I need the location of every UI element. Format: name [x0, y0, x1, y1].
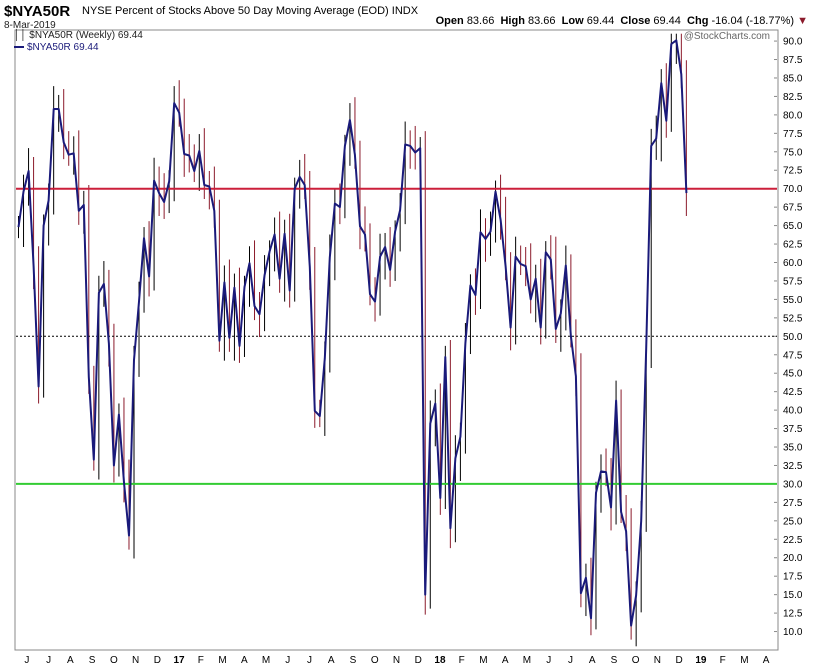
- x-month-label: A: [67, 655, 74, 666]
- x-month-label: F: [720, 655, 726, 666]
- low-label: Low: [561, 15, 584, 27]
- open-label: Open: [435, 15, 464, 27]
- x-month-label: A: [589, 655, 596, 666]
- y-tick-label: 82.5: [783, 92, 803, 103]
- y-tick-label: 90.0: [783, 37, 803, 48]
- down-arrow-icon: ▼: [797, 15, 808, 27]
- y-tick-label: 77.5: [783, 129, 803, 140]
- x-month-label: S: [89, 655, 96, 666]
- y-tick-label: 42.5: [783, 387, 803, 398]
- y-tick-label: 37.5: [783, 424, 803, 435]
- x-month-label: J: [24, 655, 29, 666]
- symbol-title: $NYA50R: [4, 3, 71, 20]
- y-tick-label: 75.0: [783, 147, 803, 158]
- open-value: 83.66: [466, 15, 495, 27]
- legend-ohlc-icon: ││: [14, 30, 27, 41]
- y-tick-label: 57.5: [783, 276, 803, 287]
- y-tick-label: 70.0: [783, 184, 803, 195]
- x-axis-month-labels: J J A S O N D 17 F M A M J J A S O N D 18 F M A M J J A S O N D 19 F M A: [24, 655, 769, 666]
- x-month-label: 17: [174, 655, 186, 666]
- x-month-label: S: [350, 655, 357, 666]
- plot-frame: [14, 29, 779, 651]
- x-month-label: J: [546, 655, 551, 666]
- y-tick-label: 35.0: [783, 443, 803, 454]
- x-month-label: A: [328, 655, 335, 666]
- x-month-label: N: [654, 655, 661, 666]
- y-tick-label: 52.5: [783, 313, 803, 324]
- y-tick-label: 47.5: [783, 350, 803, 361]
- chart-date: 8-Mar-2019: [4, 20, 56, 31]
- watermark: @StockCharts.com: [683, 31, 770, 42]
- series-line: [17, 39, 688, 627]
- x-month-label: 19: [695, 655, 707, 666]
- x-month-label: D: [154, 655, 161, 666]
- x-month-label: A: [763, 655, 770, 666]
- y-tick-label: 60.0: [783, 258, 803, 269]
- x-month-label: J: [46, 655, 51, 666]
- x-month-label: 18: [434, 655, 446, 666]
- y-tick-label: 20.0: [783, 553, 803, 564]
- series-lines: [17, 39, 688, 627]
- y-tick-label: 22.5: [783, 535, 803, 546]
- y-tick-label: 85.0: [783, 73, 803, 84]
- exchange: INDX: [391, 5, 419, 17]
- x-month-label: A: [241, 655, 248, 666]
- close-value: 69.44: [653, 15, 681, 27]
- y-tick-label: 72.5: [783, 166, 803, 177]
- x-month-label: O: [110, 655, 118, 666]
- y-axis-tick-labels: 10.0 12.5 15.0 17.5 20.0 22.5 25.0 27.5 30.0 32.5…: [774, 37, 803, 638]
- close-label: Close: [620, 15, 651, 27]
- y-tick-label: 55.0: [783, 295, 803, 306]
- x-month-label: A: [502, 655, 509, 666]
- x-month-label: N: [132, 655, 139, 666]
- y-tick-label: 45.0: [783, 369, 803, 380]
- description: NYSE Percent of Stocks Above 50 Day Movi…: [82, 5, 389, 17]
- y-tick-label: 62.5: [783, 240, 803, 251]
- chg-value: -16.04 (-18.77%): [711, 15, 795, 27]
- legend-line-2-text: $NYA50R 69.44: [27, 42, 99, 53]
- x-month-label: M: [218, 655, 226, 666]
- x-month-label: S: [611, 655, 618, 666]
- x-month-label: D: [676, 655, 683, 666]
- symbol-subtitle: NYSE Percent of Stocks Above 50 Day Movi…: [82, 5, 418, 17]
- low-value: 69.44: [586, 15, 615, 27]
- x-month-label: O: [371, 655, 379, 666]
- x-month-label: F: [198, 655, 204, 666]
- x-month-label: N: [393, 655, 400, 666]
- legend-line-2[interactable]: $NYA50R 69.44: [14, 42, 99, 53]
- x-month-label: D: [415, 655, 422, 666]
- x-month-label: M: [740, 655, 748, 666]
- y-tick-label: 80.0: [783, 110, 803, 121]
- y-tick-label: 30.0: [783, 479, 803, 490]
- y-tick-label: 65.0: [783, 221, 803, 232]
- legend-line-swatch-icon: [14, 46, 24, 49]
- y-tick-label: 67.5: [783, 203, 803, 214]
- y-tick-label: 27.5: [783, 498, 803, 509]
- x-month-label: F: [459, 655, 465, 666]
- x-month-label: O: [632, 655, 640, 666]
- high-label: High: [500, 15, 525, 27]
- high-value: 83.66: [527, 15, 556, 27]
- y-tick-label: 10.0: [783, 627, 803, 638]
- x-month-label: J: [285, 655, 290, 666]
- x-month-label: M: [523, 655, 531, 666]
- x-month-label: J: [568, 655, 573, 666]
- y-tick-label: 40.0: [783, 406, 803, 417]
- y-tick-label: 15.0: [783, 590, 803, 601]
- legend-line-1-text: $NYA50R (Weekly) 69.44: [29, 30, 143, 41]
- y-tick-label: 17.5: [783, 572, 803, 583]
- y-tick-label: 87.5: [783, 55, 803, 66]
- x-month-label: J: [307, 655, 312, 666]
- x-month-label: M: [262, 655, 270, 666]
- y-tick-label: 50.0: [783, 332, 803, 343]
- chg-label: Chg: [687, 15, 709, 27]
- x-month-label: M: [479, 655, 487, 666]
- y-tick-label: 12.5: [783, 609, 803, 620]
- ohlc-summary: Open 83.66 High 83.66 Low 69.44 Close 69…: [436, 15, 808, 27]
- legend-line-1[interactable]: ││ $NYA50R (Weekly) 69.44: [14, 30, 143, 41]
- y-tick-label: 32.5: [783, 461, 803, 472]
- y-tick-label: 25.0: [783, 516, 803, 527]
